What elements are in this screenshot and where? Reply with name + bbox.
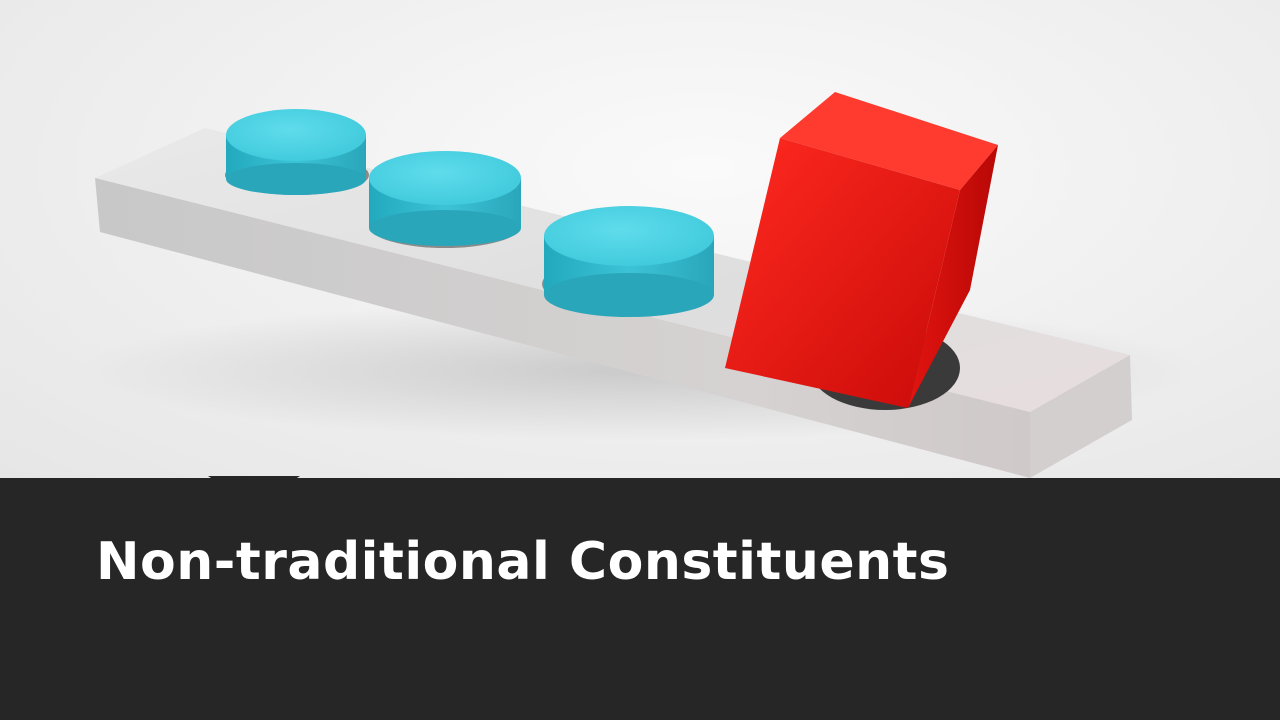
peg-board-image — [80, 92, 1200, 478]
title-bar-notch — [208, 476, 300, 506]
hero-image — [0, 0, 1280, 480]
slide-title: Non-traditional Constituents — [96, 532, 950, 592]
title-bar — [0, 478, 1280, 720]
